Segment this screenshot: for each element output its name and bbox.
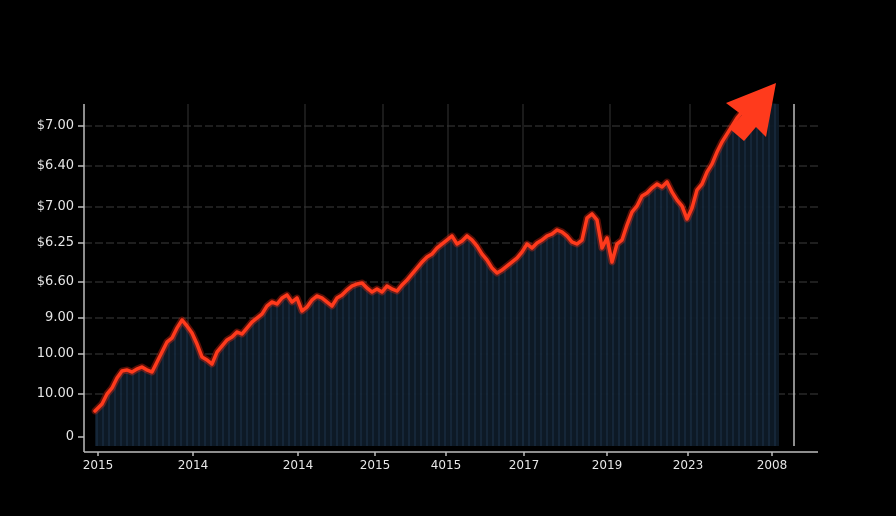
x-tick-label: 2023 — [672, 458, 704, 472]
x-tick-label: 2014 — [177, 458, 209, 472]
area-fill — [95, 102, 779, 446]
x-tick-label: 4015 — [430, 458, 462, 472]
y-tick-label: 10.00 — [36, 386, 74, 401]
y-tick-label: $7.00 — [36, 199, 74, 214]
x-tick-label: 2017 — [508, 458, 540, 472]
y-tick-label: $6.60 — [36, 274, 74, 289]
axes — [78, 104, 818, 456]
y-tick-label: 0 — [65, 429, 74, 444]
x-tick-label: 2014 — [282, 458, 314, 472]
y-tick-label: 9.00 — [45, 310, 74, 325]
x-tick-label: 2015 — [82, 458, 114, 472]
price-line — [93, 98, 760, 413]
x-tick-label: 2019 — [591, 458, 623, 472]
x-tick-label: 2015 — [359, 458, 391, 472]
x-tick-label: 2008 — [756, 458, 788, 472]
trend-arrow-head-icon — [726, 83, 776, 141]
y-tick-label: $7.00 — [36, 118, 74, 133]
y-tick-label: $6.40 — [36, 158, 74, 173]
y-tick-label: $6.25 — [36, 235, 74, 250]
y-tick-label: 10.00 — [36, 346, 74, 361]
